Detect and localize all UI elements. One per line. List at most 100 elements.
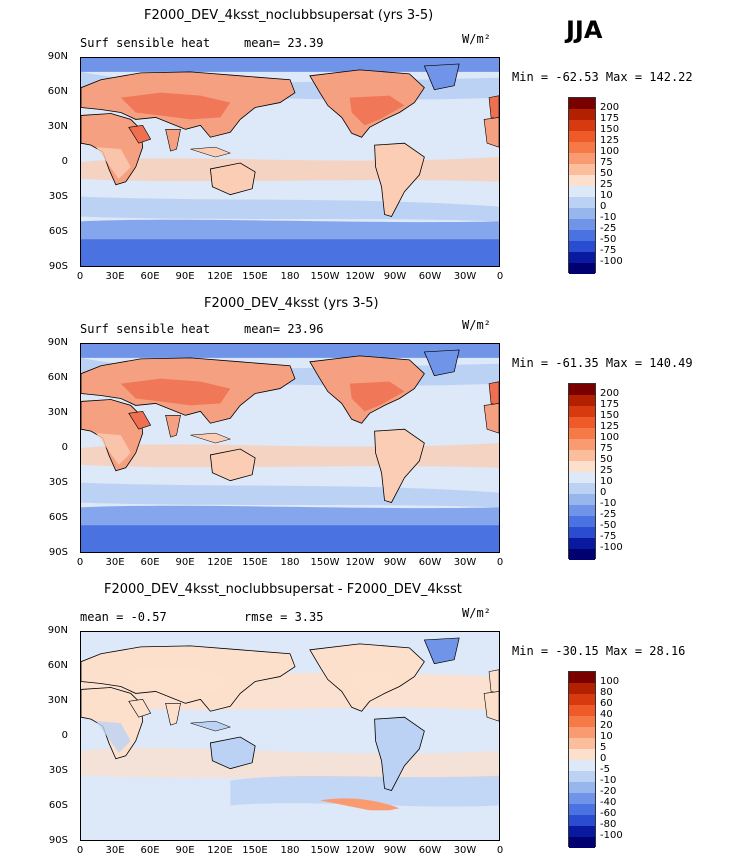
colorbar-label: -60 — [600, 808, 617, 819]
colorbar-swatch — [569, 694, 595, 705]
colorbar-swatch — [569, 450, 595, 461]
colorbar-label: 150 — [600, 124, 620, 135]
lon-tick-label: 60E — [140, 557, 160, 568]
colorbar-swatch — [569, 760, 595, 771]
panel-title: F2000_DEV_4ksst (yrs 3-5) — [204, 296, 379, 311]
world-map — [80, 343, 500, 553]
colorbar-swatch — [569, 472, 595, 483]
colorbar-label: 125 — [600, 421, 620, 432]
colorbar-swatch — [569, 672, 595, 683]
lon-tick-label: 90E — [175, 271, 195, 282]
lon-tick-label: 150W — [310, 271, 340, 282]
lat-tick-label: 30N — [47, 695, 68, 706]
lat-tick-label: 60N — [47, 660, 68, 671]
lat-tick-label: 60N — [47, 372, 68, 383]
colorbar-swatch — [569, 164, 595, 175]
lat-tick-label: 30S — [48, 191, 68, 202]
colorbar-swatch — [569, 98, 595, 109]
colorbar-label: 10 — [600, 190, 613, 201]
units-label: W/m² — [462, 32, 491, 46]
lon-tick-label: 180 — [280, 845, 300, 856]
lat-tick-label: 0 — [61, 156, 68, 167]
colorbar-swatch — [569, 837, 595, 848]
lon-tick-label: 150E — [242, 271, 268, 282]
colorbar — [568, 671, 596, 848]
colorbar-label: 0 — [600, 753, 607, 764]
minmax-label: Min = -30.15 Max = 28.16 — [512, 644, 686, 658]
colorbar-label: 0 — [600, 201, 607, 212]
colorbar-swatch — [569, 142, 595, 153]
colorbar-label: 80 — [600, 687, 613, 698]
lon-tick-label: 150E — [242, 845, 268, 856]
colorbar-label: 10 — [600, 731, 613, 742]
colorbar-label: 100 — [600, 146, 620, 157]
minmax-label: Min = -61.35 Max = 140.49 — [512, 356, 693, 370]
colorbar-label: 75 — [600, 443, 613, 454]
lon-tick-label: 150W — [310, 557, 340, 568]
colorbar-label: 50 — [600, 168, 613, 179]
lon-tick-label: 180 — [280, 271, 300, 282]
colorbar-label: 50 — [600, 454, 613, 465]
colorbar-label: -75 — [600, 245, 617, 256]
lon-tick-label: 30W — [453, 845, 477, 856]
lon-tick-label: 30E — [105, 557, 125, 568]
colorbar-swatch — [569, 208, 595, 219]
season-label: JJA — [566, 16, 603, 44]
colorbar-swatch — [569, 793, 595, 804]
colorbar-label: 40 — [600, 709, 613, 720]
colorbar-label: -100 — [600, 542, 623, 553]
colorbar-swatch — [569, 771, 595, 782]
colorbar-swatch — [569, 395, 595, 406]
colorbar-label: -50 — [600, 520, 617, 531]
lat-tick-label: 90N — [47, 337, 68, 348]
lon-tick-label: 90W — [383, 271, 407, 282]
colorbar-label: 5 — [600, 742, 607, 753]
colorbar-label: 0 — [600, 487, 607, 498]
lon-tick-label: 150E — [242, 557, 268, 568]
colorbar-swatch — [569, 727, 595, 738]
colorbar-swatch — [569, 417, 595, 428]
lon-tick-label: 120E — [207, 845, 233, 856]
colorbar-swatch — [569, 527, 595, 538]
lon-tick-label: 90W — [383, 557, 407, 568]
colorbar-label: 125 — [600, 135, 620, 146]
lat-tick-label: 0 — [61, 442, 68, 453]
lat-tick-label: 90N — [47, 51, 68, 62]
field-label: Surf sensible heat — [80, 322, 211, 336]
field-label: Surf sensible heat — [80, 36, 211, 50]
colorbar-label: 100 — [600, 676, 620, 687]
colorbar — [568, 383, 596, 560]
colorbar-swatch — [569, 705, 595, 716]
colorbar-label: 200 — [600, 102, 620, 113]
world-map — [80, 631, 500, 841]
lon-tick-label: 120E — [207, 557, 233, 568]
lon-tick-label: 30W — [453, 557, 477, 568]
lon-tick-label: 90E — [175, 845, 195, 856]
colorbar-swatch — [569, 494, 595, 505]
colorbar-label: -80 — [600, 819, 617, 830]
colorbar-label: 75 — [600, 157, 613, 168]
lat-tick-label: 90N — [47, 625, 68, 636]
colorbar-label: 175 — [600, 399, 620, 410]
colorbar-label: 150 — [600, 410, 620, 421]
colorbar-swatch — [569, 109, 595, 120]
lon-tick-label: 0 — [496, 557, 504, 568]
lon-tick-label: 120W — [345, 845, 375, 856]
colorbar-label: 20 — [600, 720, 613, 731]
lat-tick-label: 30N — [47, 121, 68, 132]
colorbar-label: 175 — [600, 113, 620, 124]
colorbar-label: -75 — [600, 531, 617, 542]
lon-tick-label: 0 — [496, 845, 504, 856]
lat-tick-label: 60N — [47, 86, 68, 97]
colorbar-swatch — [569, 782, 595, 793]
lon-tick-label: 30E — [105, 845, 125, 856]
colorbar-swatch — [569, 428, 595, 439]
stat-label: mean= 23.39 — [244, 36, 324, 50]
stat-label: mean= 23.96 — [244, 322, 324, 336]
colorbar-swatch — [569, 406, 595, 417]
lat-tick-label: 90S — [48, 261, 68, 272]
colorbar-swatch — [569, 120, 595, 131]
colorbar-swatch — [569, 738, 595, 749]
colorbar-swatch — [569, 826, 595, 837]
lon-tick-label: 120W — [345, 557, 375, 568]
